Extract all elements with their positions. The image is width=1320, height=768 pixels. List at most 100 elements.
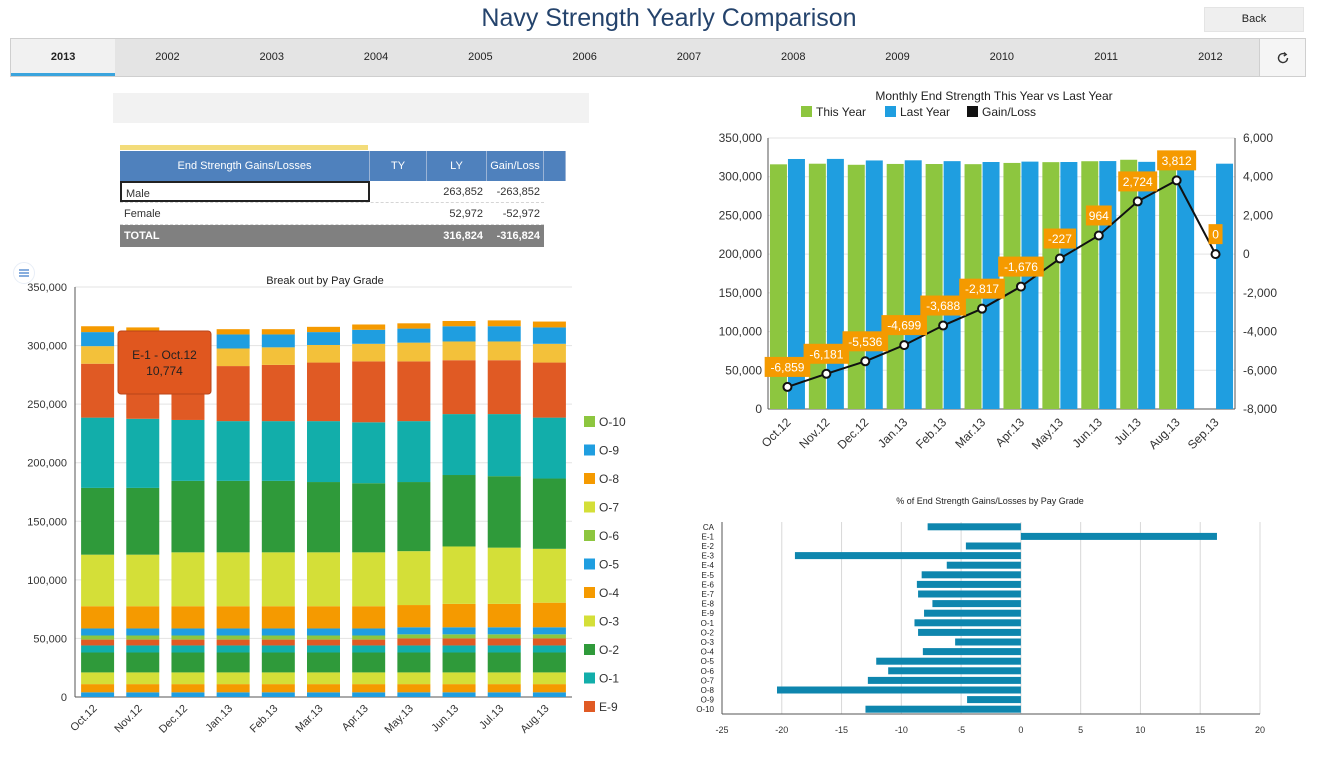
combo-bar-this-year	[1159, 160, 1177, 409]
stacked-legend-swatch	[584, 587, 595, 598]
combo-gain-loss-point	[1054, 253, 1065, 264]
combo-data-label-box	[1157, 150, 1197, 171]
combo-data-label: 3,812	[1162, 154, 1192, 168]
stacked-bar-segment	[126, 639, 160, 646]
pct-y-tick-label: E-9	[702, 609, 715, 618]
stacked-bar-segment	[397, 482, 431, 552]
tab-2009[interactable]: 2009	[885, 51, 910, 63]
stacked-legend-label: O-5	[599, 558, 619, 572]
pct-y-tick-label: E-4	[702, 561, 715, 570]
stacked-x-tick-label: Apr.13	[340, 703, 371, 734]
stacked-bar-segment	[532, 343, 566, 363]
stacked-bar-segment	[216, 334, 250, 349]
row-label[interactable]: Male	[120, 181, 370, 202]
back-button[interactable]: Back	[1204, 7, 1304, 32]
stacked-bar-segment	[487, 326, 521, 342]
stacked-tooltip-line2: 10,774	[146, 364, 183, 378]
stacked-bar-segment	[532, 362, 566, 418]
combo-x-tick-label: Feb.13	[913, 415, 950, 452]
row-ly: 52,972	[449, 208, 483, 220]
tab-2012[interactable]: 2012	[1198, 51, 1223, 63]
table-row[interactable]: Female 52,972 -52,972	[120, 203, 544, 225]
stacked-bar-segment	[171, 645, 205, 653]
stacked-bar-segment	[442, 672, 476, 685]
stacked-bar-segment	[487, 414, 521, 477]
pct-y-tick-label: O-2	[701, 628, 715, 637]
pct-bar	[922, 648, 1021, 656]
combo-data-label-box	[764, 356, 811, 377]
combo-bar-this-year	[1003, 162, 1021, 409]
stacked-bar-segment	[216, 348, 250, 367]
stacked-legend-label: O-2	[599, 643, 619, 657]
stacked-bar-segment	[126, 554, 160, 607]
pct-bar	[921, 571, 1021, 579]
stacked-bar-segment	[532, 321, 566, 328]
stacked-bar-segment	[442, 546, 476, 604]
combo-legend-swatch	[801, 106, 812, 117]
stacked-bar-segment	[397, 652, 431, 673]
stacked-x-tick-label: Aug.13	[518, 703, 551, 736]
combo-data-label-box	[998, 256, 1044, 277]
pct-y-tick-label: CA	[703, 523, 715, 532]
stacked-x-tick-label: Oct.12	[68, 703, 99, 734]
tab-2002[interactable]: 2002	[155, 51, 180, 63]
combo-gain-loss-point	[1093, 230, 1104, 241]
stacked-legend-label: O-4	[599, 586, 619, 600]
stacked-legend-swatch	[584, 701, 595, 712]
stacked-bar-segment	[126, 327, 160, 334]
combo-y2-tick-label: -8,000	[1243, 402, 1277, 416]
tab-2011[interactable]: 2011	[1094, 51, 1118, 63]
combo-legend-label: Gain/Loss	[982, 105, 1036, 119]
stacked-bar-segment	[171, 606, 205, 629]
stacked-bar-segment	[442, 634, 476, 639]
chart-menu-button[interactable]	[13, 262, 35, 284]
stacked-bar-segment	[397, 692, 431, 697]
stacked-bar-segment	[532, 645, 566, 653]
tab-2007[interactable]: 2007	[676, 51, 702, 63]
stacked-legend-swatch	[584, 672, 595, 684]
refresh-button[interactable]	[1259, 39, 1305, 76]
combo-data-label-box	[959, 278, 1005, 299]
tab-2006[interactable]: 2006	[572, 51, 597, 63]
stacked-bar-segment	[261, 347, 295, 365]
stacked-bar-segment	[352, 684, 386, 693]
stacked-bar-segment	[442, 684, 476, 693]
pct-y-tick-label: O-1	[701, 619, 715, 628]
row-gain-loss: -263,852	[496, 186, 540, 198]
pct-x-tick-label: -5	[957, 725, 965, 735]
stacked-bar-segment	[352, 692, 386, 697]
tab-2008[interactable]: 2008	[780, 51, 806, 63]
stacked-bar-segment	[352, 652, 386, 673]
stacked-bar-segment	[81, 487, 115, 555]
stacked-bar-segment	[171, 652, 205, 673]
row-gain-loss: -52,972	[502, 208, 540, 220]
stacked-bar-segment	[216, 552, 250, 607]
combo-legend-label: Last Year	[900, 105, 950, 119]
stacked-bar-segment	[307, 326, 340, 333]
combo-y2-tick-label: -6,000	[1243, 363, 1277, 377]
stacked-bar-segment	[261, 692, 295, 697]
table-row[interactable]: Male 263,852 -263,852	[120, 181, 544, 203]
row-label[interactable]: Female	[124, 208, 161, 220]
combo-x-tick-label: Apr.13	[993, 415, 1028, 450]
stacked-y-tick-label: 150,000	[27, 516, 67, 528]
stacked-bar-segment	[261, 684, 295, 693]
stacked-bar-segment	[216, 480, 250, 553]
combo-data-label: -6,859	[770, 360, 804, 374]
tab-2013[interactable]: 2013	[11, 39, 116, 76]
tab-2004[interactable]: 2004	[363, 51, 389, 63]
tab-2010[interactable]: 2010	[989, 51, 1015, 63]
stacked-bar-segment	[532, 417, 566, 479]
stacked-bar-segment	[487, 652, 521, 673]
tab-2003[interactable]: 2003	[259, 51, 284, 63]
stacked-legend-label: O-1	[599, 672, 619, 686]
stacked-bar-segment	[216, 628, 250, 636]
stacked-bar-segment	[307, 635, 340, 640]
pct-x-tick-label: -25	[715, 725, 728, 735]
stacked-bar-segment	[261, 329, 295, 335]
combo-gain-loss-point	[860, 356, 871, 367]
combo-data-label-box	[1118, 171, 1158, 192]
stacked-legend-label: E-9	[599, 700, 618, 714]
tab-2005[interactable]: 2005	[468, 51, 493, 63]
pct-y-tick-label: O-4	[701, 648, 715, 657]
